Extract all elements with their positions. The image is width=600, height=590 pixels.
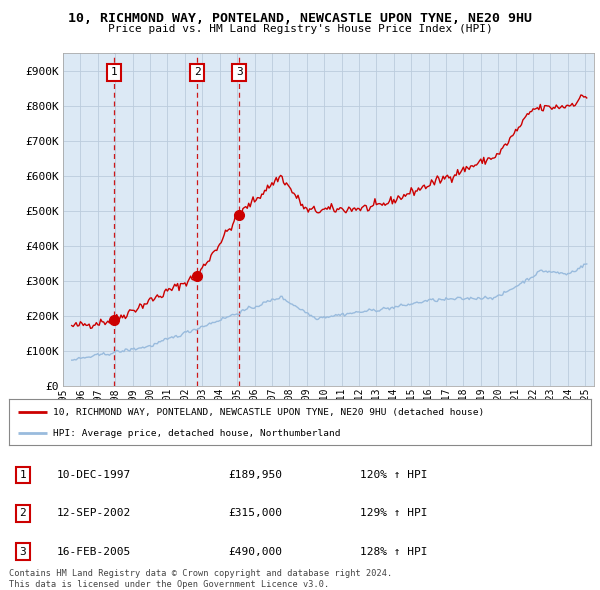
Text: 129% ↑ HPI: 129% ↑ HPI bbox=[360, 509, 427, 518]
Text: Price paid vs. HM Land Registry's House Price Index (HPI): Price paid vs. HM Land Registry's House … bbox=[107, 24, 493, 34]
Text: 2: 2 bbox=[194, 67, 200, 77]
Text: HPI: Average price, detached house, Northumberland: HPI: Average price, detached house, Nort… bbox=[53, 429, 340, 438]
Text: £490,000: £490,000 bbox=[228, 547, 282, 556]
Text: 12-SEP-2002: 12-SEP-2002 bbox=[57, 509, 131, 518]
Text: £315,000: £315,000 bbox=[228, 509, 282, 518]
Text: Contains HM Land Registry data © Crown copyright and database right 2024.
This d: Contains HM Land Registry data © Crown c… bbox=[9, 569, 392, 589]
Text: 1: 1 bbox=[111, 67, 118, 77]
Text: 2: 2 bbox=[19, 509, 26, 518]
Text: 3: 3 bbox=[236, 67, 242, 77]
Text: 10, RICHMOND WAY, PONTELAND, NEWCASTLE UPON TYNE, NE20 9HU (detached house): 10, RICHMOND WAY, PONTELAND, NEWCASTLE U… bbox=[53, 408, 484, 417]
Text: 10-DEC-1997: 10-DEC-1997 bbox=[57, 470, 131, 480]
Text: 128% ↑ HPI: 128% ↑ HPI bbox=[360, 547, 427, 556]
Text: 16-FEB-2005: 16-FEB-2005 bbox=[57, 547, 131, 556]
Text: 1: 1 bbox=[19, 470, 26, 480]
Text: £189,950: £189,950 bbox=[228, 470, 282, 480]
Text: 10, RICHMOND WAY, PONTELAND, NEWCASTLE UPON TYNE, NE20 9HU: 10, RICHMOND WAY, PONTELAND, NEWCASTLE U… bbox=[68, 12, 532, 25]
Text: 120% ↑ HPI: 120% ↑ HPI bbox=[360, 470, 427, 480]
Text: 3: 3 bbox=[19, 547, 26, 556]
